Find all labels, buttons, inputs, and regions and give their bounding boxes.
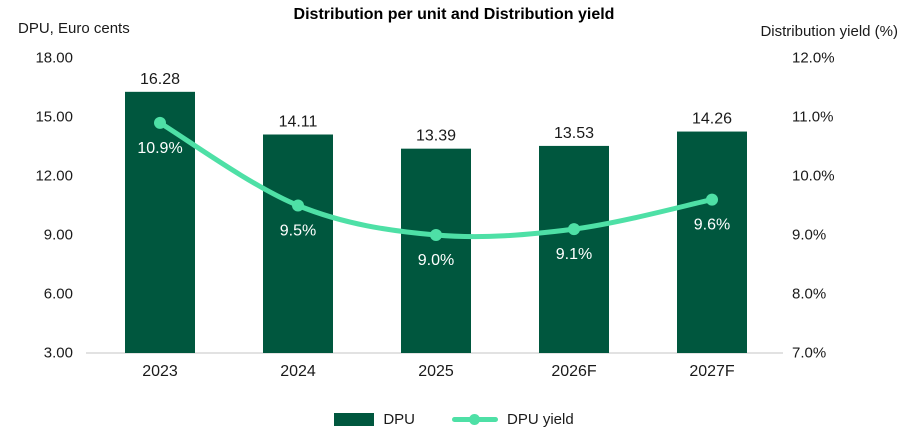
x-axis-label-2026F: 2026F (551, 363, 597, 380)
left-axis-title: DPU, Euro cents (18, 20, 130, 37)
yield-value-label: 9.0% (418, 252, 454, 269)
bar-value-label: 14.11 (279, 114, 318, 131)
line-marker-2023 (154, 116, 166, 129)
bar-2027F (677, 131, 747, 353)
legend-label: DPU yield (506, 410, 574, 428)
line-marker-2026F (568, 223, 580, 236)
right-axis-tick: 12.0% (792, 49, 835, 67)
left-axis-tick: 3.00 (43, 344, 73, 362)
left-axis-tick: 18.00 (35, 49, 73, 67)
legend: DPU DPU yield (0, 405, 908, 433)
bar-2026F (539, 145, 609, 353)
bar-value-label: 16.28 (140, 71, 180, 88)
x-axis-label-2023: 2023 (142, 363, 178, 380)
right-axis-tick: 7.0% (792, 344, 827, 362)
legend-bar-swatch (334, 412, 375, 426)
bar-2023 (125, 91, 195, 354)
line-marker-2027F (706, 193, 718, 206)
x-axis-label-2027F: 2027F (689, 363, 735, 380)
left-axis-tick: 9.00 (43, 226, 73, 244)
left-axis-tick: 6.00 (43, 285, 73, 303)
line-marker-2025 (430, 229, 442, 241)
right-axis-tick: 10.0% (792, 167, 835, 185)
left-axis-tick: 12.00 (35, 167, 73, 185)
legend-line-swatch (451, 413, 498, 426)
right-axis-tick: 8.0% (792, 285, 827, 303)
bar-value-label: 13.39 (416, 128, 456, 145)
yield-value-label: 9.5% (280, 223, 316, 240)
legend-line-dot (468, 413, 480, 425)
chart-title: Distribution per unit and Distribution y… (293, 6, 615, 23)
yield-value-label: 9.1% (556, 246, 592, 263)
right-axis-title: Distribution yield (%) (760, 23, 898, 40)
right-axis-tick: 11.0% (792, 108, 834, 126)
bar-value-label: 13.53 (554, 125, 594, 142)
legend-label: DPU (383, 410, 415, 428)
yield-value-label: 9.6% (694, 217, 730, 234)
x-axis-label-2025: 2025 (418, 363, 454, 380)
bar-2024 (263, 134, 333, 353)
right-axis-tick: 9.0% (792, 226, 827, 244)
x-axis-label-2024: 2024 (280, 363, 316, 380)
yield-value-label: 10.9% (137, 140, 182, 157)
bar-value-label: 14.26 (692, 111, 732, 128)
bar-2025 (401, 148, 471, 353)
line-marker-2024 (292, 199, 304, 212)
left-axis-tick: 15.00 (35, 108, 73, 126)
